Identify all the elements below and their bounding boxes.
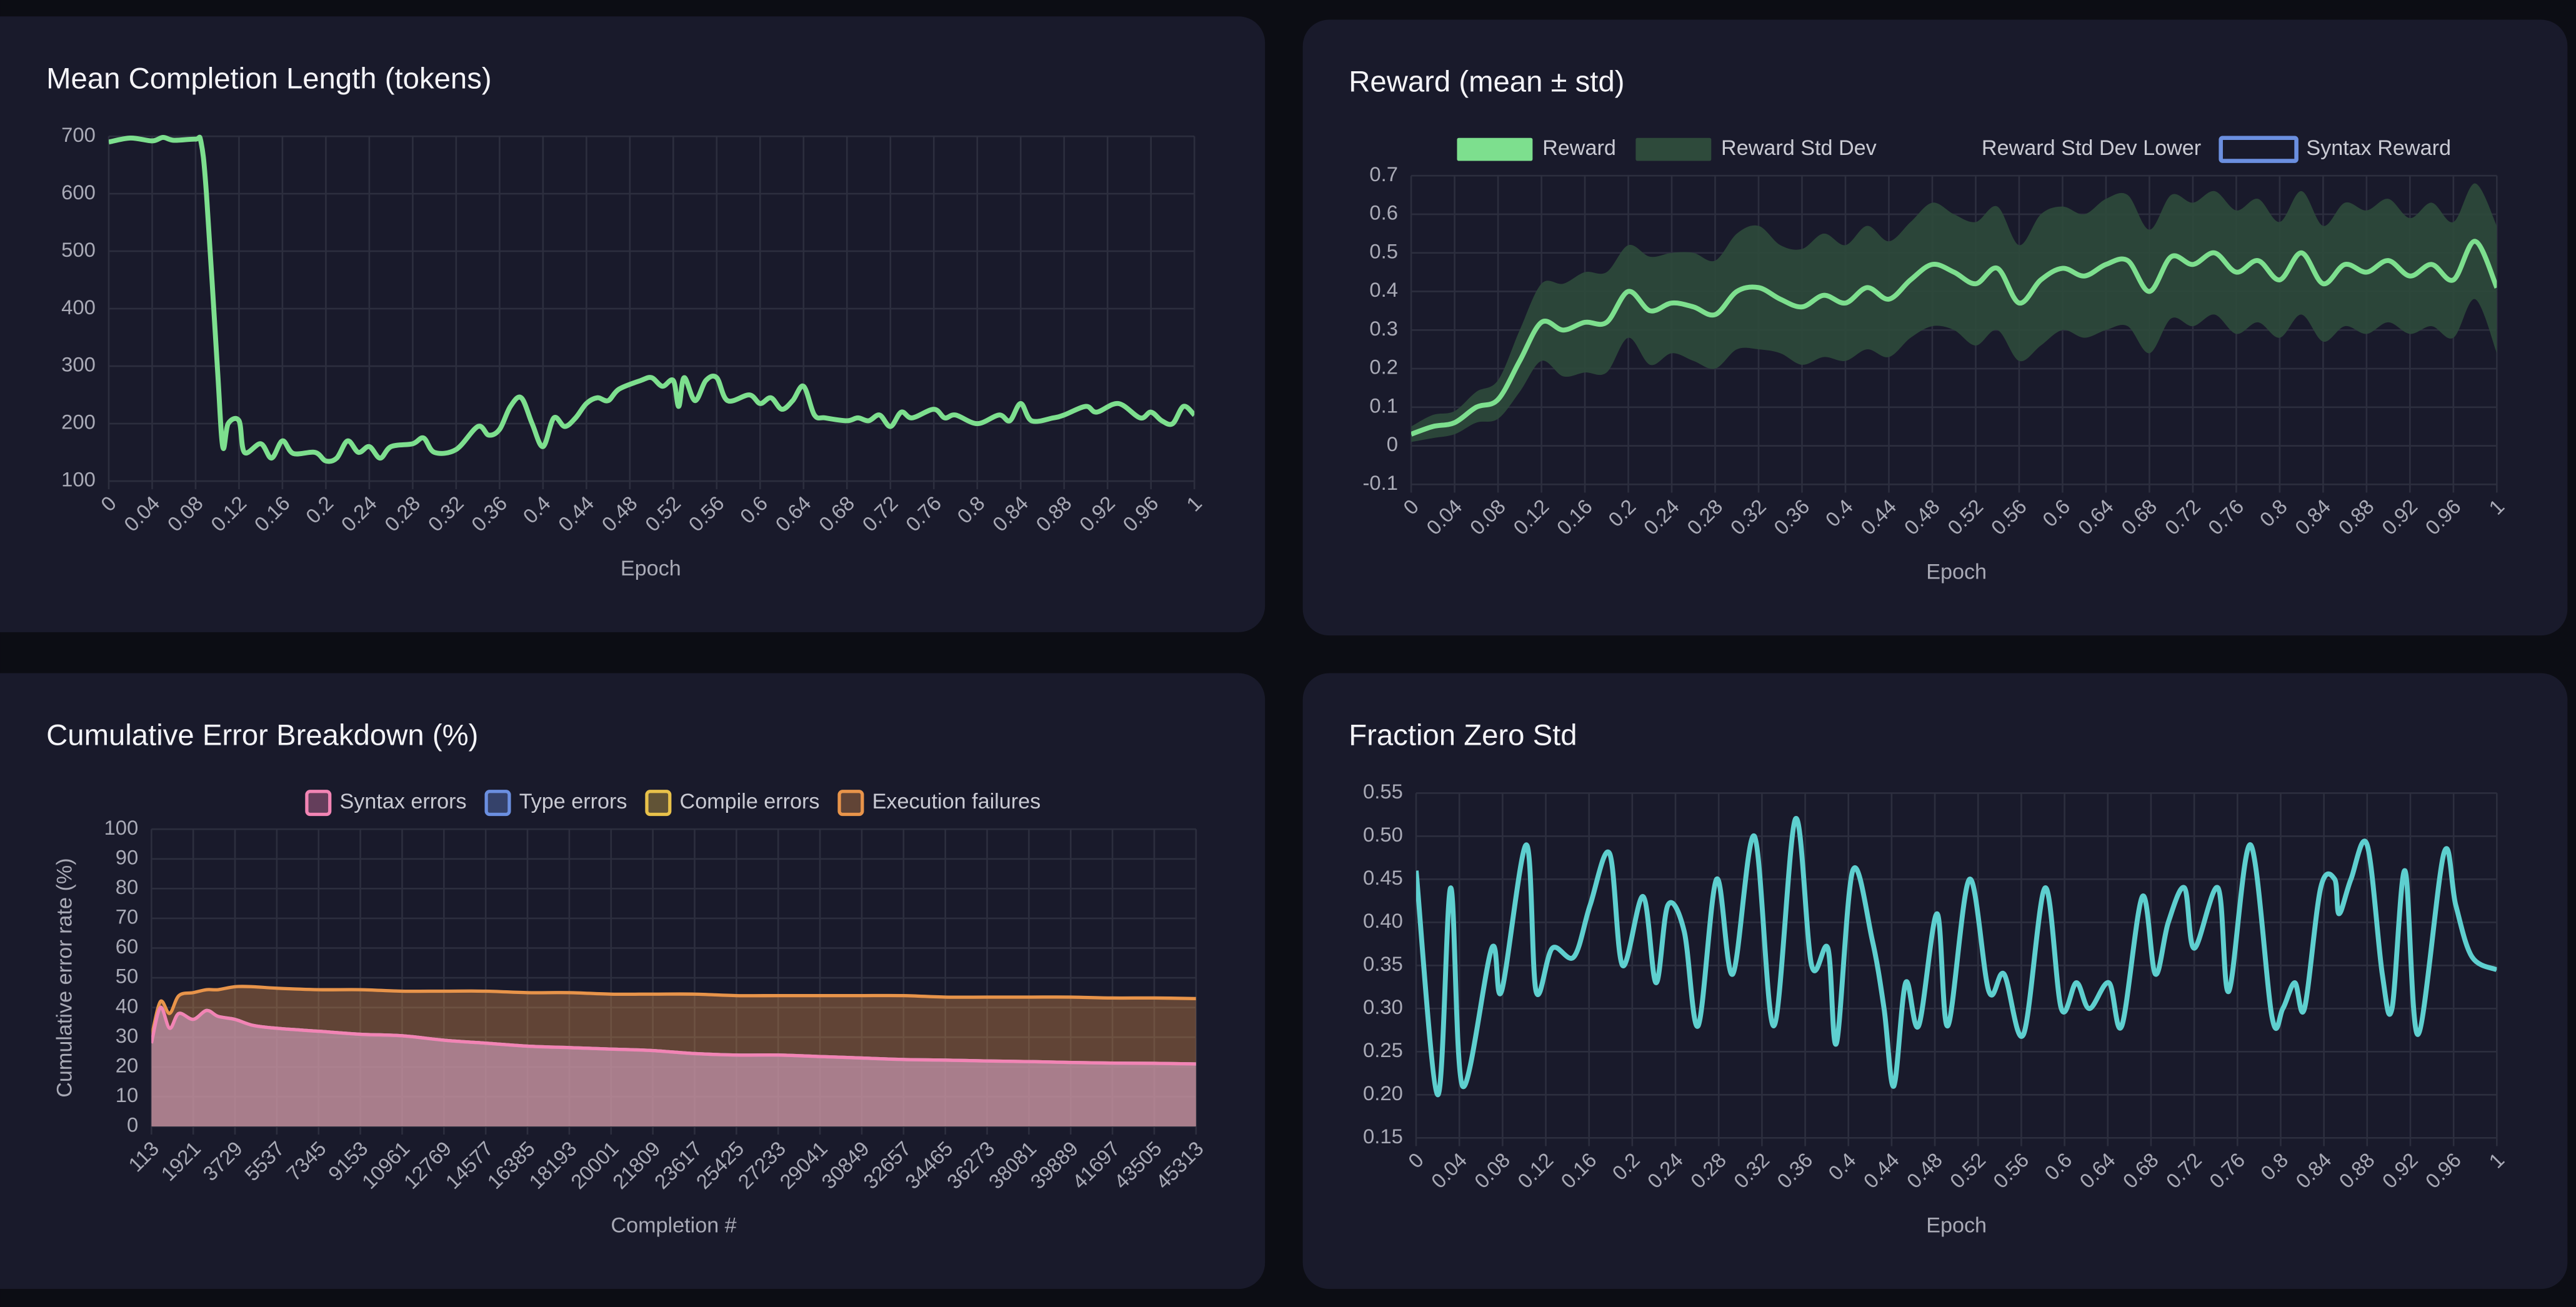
y-tick-label: 0.30 <box>1363 995 1403 1018</box>
y-tick-label: 0.20 <box>1363 1081 1403 1105</box>
y-tick-label: 100 <box>104 816 138 839</box>
y-tick-label: 0.40 <box>1363 909 1403 932</box>
legend-label: Syntax errors <box>339 790 466 813</box>
legend: Reward Reward Std Dev Reward Std Dev Lower… <box>1457 136 2451 163</box>
chart-title: Fraction Zero Std <box>1349 719 1577 752</box>
y-tick-label: 500 <box>61 238 96 261</box>
y-tick-label: 50 <box>116 965 139 988</box>
y-tick-label: 20 <box>116 1053 139 1076</box>
y-tick-label: 200 <box>61 410 96 434</box>
y-tick-label: 600 <box>61 181 96 204</box>
legend-swatch <box>1457 137 1533 161</box>
panel <box>0 16 1266 632</box>
chart-title: Mean Completion Length (tokens) <box>46 62 491 95</box>
y-tick-label: 0.1 <box>1369 394 1398 417</box>
legend-label: Execution failures <box>872 790 1041 813</box>
legend-swatch <box>1896 138 1972 161</box>
legend-label: Reward <box>1542 136 1616 160</box>
y-tick-label: 0.3 <box>1369 317 1398 340</box>
data-line <box>1415 816 2497 1098</box>
legend-label: Type errors <box>519 790 627 813</box>
panel <box>1302 19 2568 636</box>
y-tick-label: 80 <box>116 875 139 898</box>
legend-label: Reward Std Dev <box>1721 136 1877 160</box>
y-tick-label: 0 <box>127 1113 138 1136</box>
y-tick-label: 10 <box>116 1083 139 1106</box>
area-line <box>151 985 1196 1038</box>
panel <box>0 673 1266 1290</box>
x-axis-title: Epoch <box>1926 560 1987 584</box>
y-tick-label: 0 <box>1387 432 1398 455</box>
y-tick-label: 0.55 <box>1363 780 1403 803</box>
y-tick-label: 90 <box>116 845 139 868</box>
legend-label: Syntax Reward <box>2306 136 2451 160</box>
y-tick-label: 0.35 <box>1363 952 1403 975</box>
legend-label: Compile errors <box>680 790 820 813</box>
legend-label: Reward Std Dev Lower <box>1982 136 2201 160</box>
chart-title: Cumulative Error Breakdown (%) <box>46 719 478 752</box>
y-tick-label: 0.4 <box>1369 278 1398 301</box>
data-line <box>1411 239 2497 437</box>
y-tick-label: 0.15 <box>1363 1125 1403 1148</box>
y-tick-label: 0.45 <box>1363 866 1403 889</box>
legend-swatch <box>2219 136 2299 163</box>
legend: Syntax errors Type errors Compile errors Ex… <box>305 790 1041 817</box>
x-axis-title: Epoch <box>621 557 681 580</box>
y-tick-label: 0.50 <box>1363 823 1403 846</box>
y-tick-label: 700 <box>61 123 96 146</box>
legend-swatch <box>484 790 511 817</box>
legend-swatch <box>837 790 864 817</box>
y-axis-title: Cumulative error rate (%) <box>53 858 77 1097</box>
y-tick-label: 0.25 <box>1363 1038 1403 1061</box>
area-fill <box>151 986 1196 1126</box>
y-tick-label: 100 <box>61 468 96 491</box>
y-tick-label: 300 <box>61 353 96 376</box>
data-line <box>108 134 1195 464</box>
y-tick-label: 0.7 <box>1369 162 1398 186</box>
y-tick-label: 30 <box>116 1024 139 1047</box>
y-tick-label: 0.5 <box>1369 239 1398 262</box>
y-tick-label: 60 <box>116 935 139 958</box>
std-band <box>1411 183 2497 442</box>
y-tick-label: 0.6 <box>1369 201 1398 224</box>
legend-swatch <box>645 790 672 817</box>
x-axis-title: Completion # <box>611 1213 736 1237</box>
chart-title: Reward (mean ± std) <box>1349 66 1624 99</box>
legend-swatch <box>305 790 332 817</box>
y-tick-label: 70 <box>116 905 139 928</box>
y-tick-label: 0.2 <box>1369 355 1398 379</box>
y-tick-label: 400 <box>61 296 96 319</box>
x-axis-title: Epoch <box>1926 1213 1987 1237</box>
y-tick-label: 40 <box>116 994 139 1017</box>
area-line <box>151 1005 1196 1066</box>
y-tick-label: -0.1 <box>1362 471 1398 494</box>
legend-swatch <box>1635 137 1712 161</box>
